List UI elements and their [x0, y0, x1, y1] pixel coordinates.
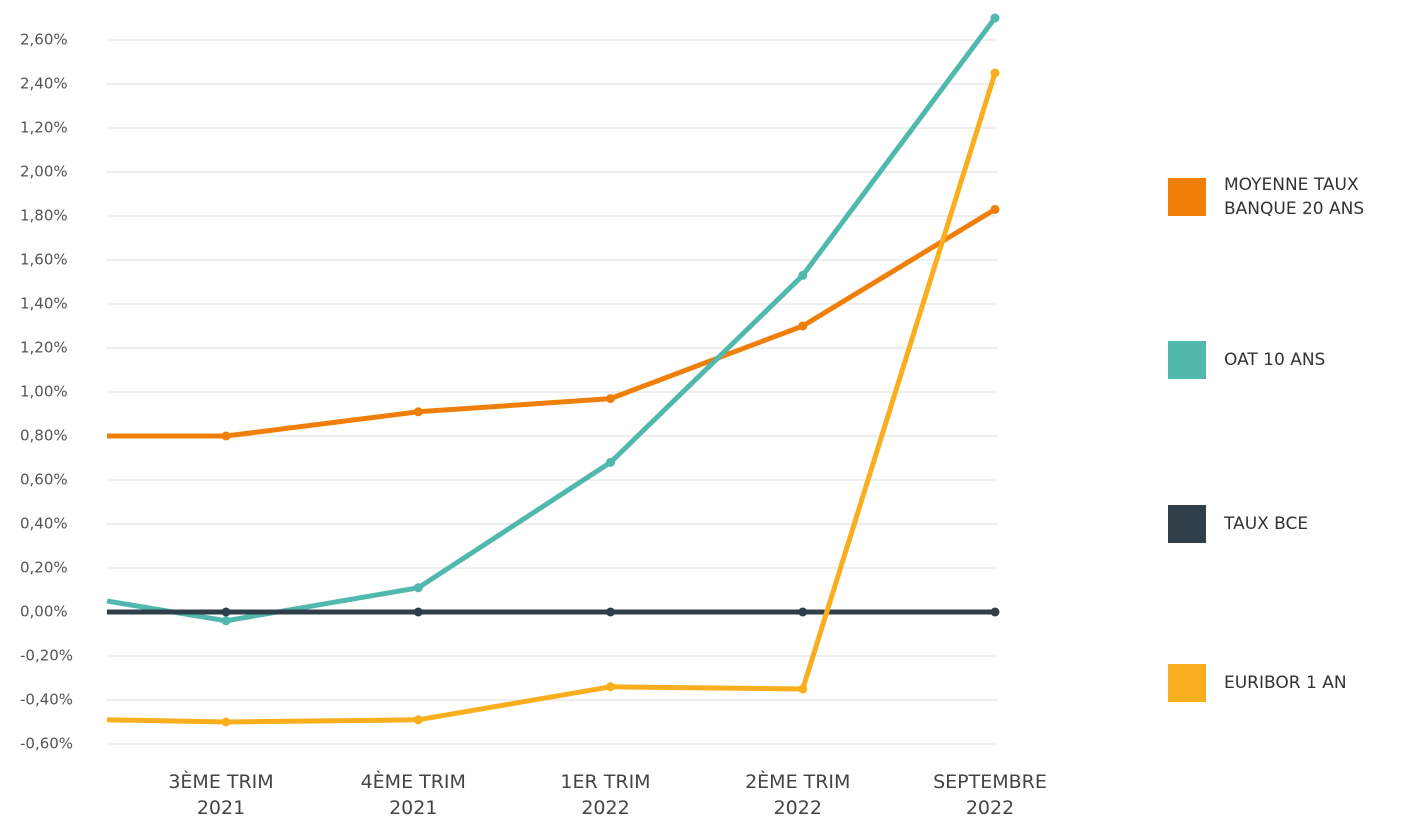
point: [798, 684, 808, 694]
y-tick-label: 1,20%: [20, 339, 68, 357]
line: [107, 207, 997, 439]
y-tick-label: 2,60%: [20, 31, 68, 49]
point: [990, 68, 1000, 78]
x-tick-label: 3ÈME TRIM 2021: [168, 770, 273, 819]
point: [413, 407, 423, 417]
y-tick-label: 1,60%: [20, 251, 68, 269]
y-tick-label: 1,40%: [20, 295, 68, 313]
legend-label: OAT 10 ANS: [1224, 350, 1325, 370]
legend-label: EURIBOR 1 AN: [1224, 673, 1347, 693]
point: [606, 457, 615, 467]
point: [413, 607, 423, 617]
x-tick-label: SEPTEMBRE 2022: [933, 771, 1047, 819]
point: [798, 607, 808, 617]
point: [990, 607, 1000, 617]
y-tick-label: 0,40%: [20, 515, 68, 533]
x-tick-label: 4ÈME TRIM 2021: [361, 770, 466, 819]
point: [221, 607, 231, 617]
point: [990, 204, 1000, 214]
y-tick-label: 0,60%: [20, 471, 68, 489]
y-tick-label: -0,20%: [20, 647, 73, 665]
legend-label: MOYENNE TAUX BANQUE 20 ANS: [1224, 175, 1364, 219]
x-tick-label: 2ÈME TRIM 2022: [745, 770, 850, 819]
point: [606, 682, 615, 692]
legend-swatch: [1168, 341, 1206, 379]
point: [413, 583, 423, 593]
point: [221, 616, 231, 626]
legend-label: TAUX BCE: [1223, 514, 1308, 534]
x-tick-label: 1ER TRIM 2022: [560, 771, 650, 819]
point: [990, 13, 1000, 23]
legend-swatch: [1168, 178, 1206, 216]
point: [606, 607, 615, 617]
point: [221, 431, 231, 441]
y-tick-label: 0,00%: [20, 603, 68, 621]
y-tick-label: 1,20%: [20, 119, 68, 137]
point: [606, 394, 615, 404]
line: [106, 72, 998, 725]
point: [221, 717, 231, 727]
y-tick-label: -0,40%: [20, 691, 73, 709]
point: [798, 321, 808, 331]
y-tick-label: 0,80%: [20, 427, 68, 445]
point: [413, 715, 423, 725]
legend-swatch: [1168, 664, 1206, 702]
point: [798, 270, 808, 280]
legend-swatch: [1168, 505, 1206, 543]
line: [106, 16, 998, 624]
y-tick-label: 2,00%: [20, 163, 68, 181]
y-tick-label: 0,20%: [20, 559, 68, 577]
y-tick-label: -0,60%: [20, 735, 73, 753]
y-tick-label: 2,40%: [20, 75, 68, 93]
y-tick-label: 1,80%: [20, 207, 68, 225]
y-tick-label: 1,00%: [20, 383, 68, 401]
